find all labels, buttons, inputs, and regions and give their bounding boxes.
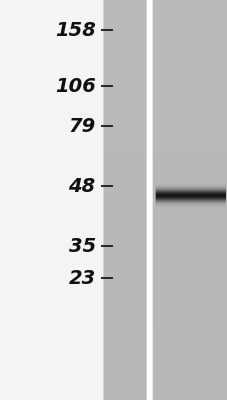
Text: 23: 23 bbox=[68, 268, 95, 288]
Text: 48: 48 bbox=[68, 176, 95, 196]
Text: 79: 79 bbox=[68, 116, 95, 136]
Text: 106: 106 bbox=[55, 76, 95, 96]
Text: 158: 158 bbox=[55, 20, 95, 40]
Text: 35: 35 bbox=[68, 236, 95, 256]
